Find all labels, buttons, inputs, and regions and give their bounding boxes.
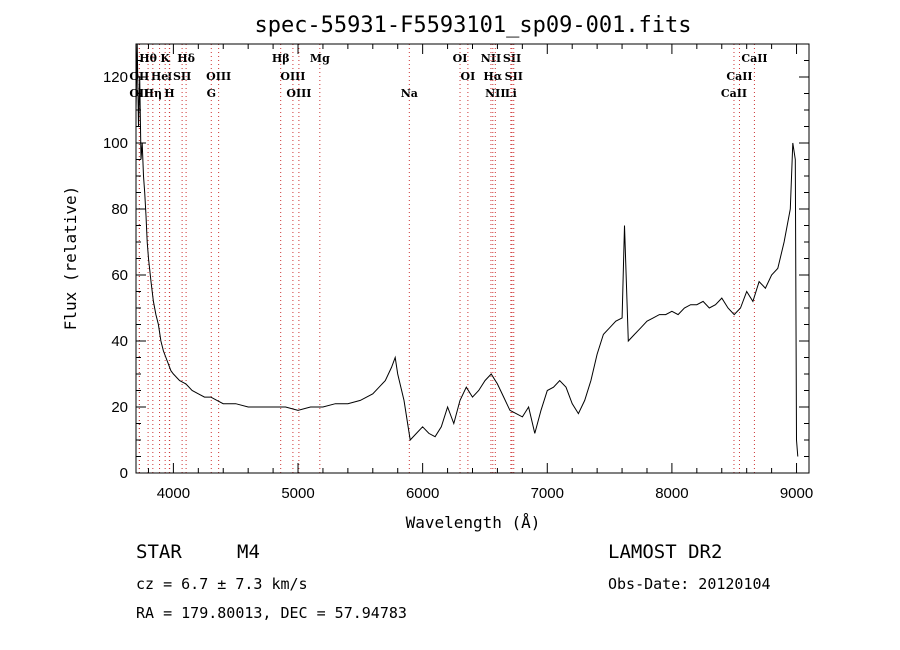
x-tick-label: 5000 xyxy=(281,485,314,502)
y-axis-label: Flux (relative) xyxy=(61,186,80,331)
spectral-line-label: Hη xyxy=(144,87,162,100)
y-axis: 0 20 40 60 80 100 120 xyxy=(103,43,809,482)
y-tick-label: 60 xyxy=(111,267,128,284)
spectral-line-label: OIII xyxy=(286,87,311,100)
x-axis-label: Wavelength (Å) xyxy=(406,513,541,532)
survey-name: LAMOST DR2 xyxy=(608,541,723,563)
x-tick-label: 6000 xyxy=(406,485,439,502)
y-tick-label: 100 xyxy=(103,135,128,152)
spectral-line-label: Na xyxy=(401,87,418,100)
x-tick-label: 7000 xyxy=(531,485,564,502)
spectral-line-label: G xyxy=(207,87,216,100)
y-tick-label: 120 xyxy=(103,69,128,86)
spectral-line-label: SII xyxy=(173,70,191,83)
spectral-line-label: OI xyxy=(461,70,476,83)
object-subclass: M4 xyxy=(237,541,260,563)
x-tick-label: 4000 xyxy=(157,485,190,502)
spectral-line-label: Li xyxy=(505,87,517,100)
x-tick-label: 9000 xyxy=(780,485,813,502)
spectral-line-label: Hδ xyxy=(177,52,195,65)
spectral-line-label: OI xyxy=(453,52,468,65)
spectral-line-label: NII xyxy=(481,52,501,65)
spectral-line-label: Mg xyxy=(310,52,330,65)
spectral-line-label: NII xyxy=(485,87,505,100)
chart-title: spec-55931-F5593101_sp09-001.fits xyxy=(254,13,691,38)
spectral-line-label: OIII xyxy=(206,70,231,83)
spectral-line-label: Hθ xyxy=(139,52,157,65)
spectral-line-label: SII xyxy=(503,52,521,65)
y-tick-label: 20 xyxy=(111,399,128,416)
spectral-line-label: K xyxy=(160,52,170,65)
spectrum-series-line xyxy=(135,43,799,457)
spectral-line-label: He xyxy=(151,70,168,83)
y-tick-label: 40 xyxy=(111,333,128,350)
object-class: STAR xyxy=(136,541,182,563)
cz-value: cz = 6.7 ± 7.3 km/s xyxy=(136,575,308,593)
spectral-line-label: CaII xyxy=(721,87,747,100)
y-tick-label: 0 xyxy=(120,465,128,482)
spectral-line-label: CaII xyxy=(741,52,767,65)
spectral-line-label: OIII xyxy=(280,70,305,83)
spectral-line-label: Hα xyxy=(483,70,502,83)
obs-date: Obs-Date: 20120104 xyxy=(608,575,771,593)
x-axis: 4000 5000 6000 7000 8000 9000 xyxy=(147,44,813,502)
spectral-line-label: SII xyxy=(505,70,523,83)
y-tick-label: 80 xyxy=(111,201,128,218)
plot-frame xyxy=(135,43,810,474)
spectral-line-label: CaII xyxy=(726,70,752,83)
coordinates: RA = 179.80013, DEC = 57.94783 xyxy=(136,604,407,622)
spectral-line-label: H xyxy=(164,87,174,100)
spectral-line-label: Hβ xyxy=(272,52,290,65)
x-tick-label: 8000 xyxy=(655,485,688,502)
